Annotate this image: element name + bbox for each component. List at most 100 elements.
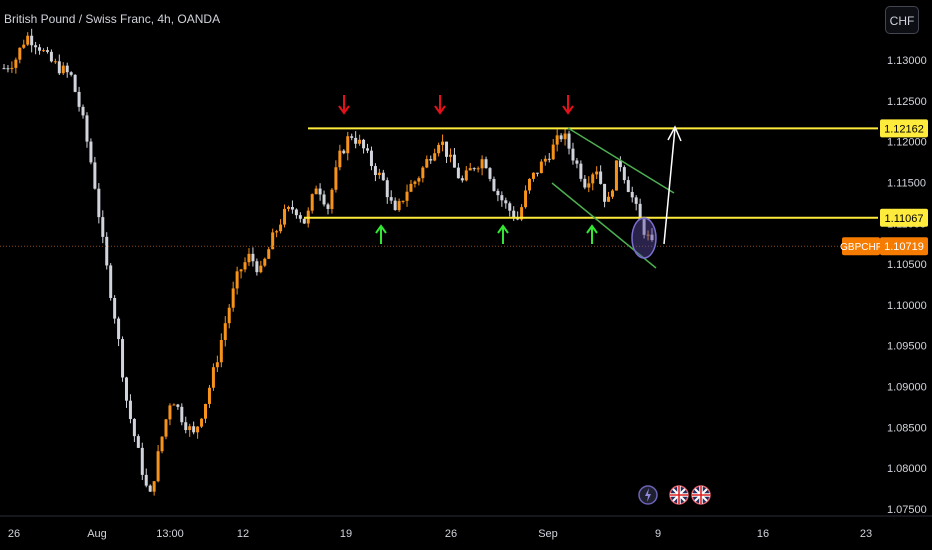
candle-body — [196, 426, 200, 433]
candle-body — [6, 68, 10, 70]
candle-body — [121, 339, 125, 378]
arrow-head — [586, 224, 598, 234]
candle-body — [310, 194, 314, 211]
symbol-title: British Pound / Swiss Franc, 4h, OANDA — [4, 12, 221, 26]
candle-body — [366, 148, 370, 151]
currency-button[interactable]: CHF — [885, 6, 919, 34]
candle-body — [504, 200, 508, 204]
candle-body — [622, 167, 626, 181]
candle-body — [255, 261, 259, 273]
symbol-label: GBPCHF — [840, 242, 882, 253]
candle-body — [354, 137, 358, 144]
candle-body — [472, 168, 476, 170]
arrow-head — [338, 105, 350, 115]
candle-body — [81, 106, 85, 116]
candle-body — [330, 189, 334, 209]
candle-body — [18, 47, 22, 60]
candle-body — [429, 159, 433, 161]
resistance-touch-arrow — [434, 95, 446, 115]
candle-body — [109, 265, 113, 298]
candle-body — [132, 418, 136, 437]
candle-body — [160, 436, 164, 452]
time-tick-label: Aug — [87, 528, 107, 540]
candle-body — [646, 234, 650, 236]
candle-body — [500, 195, 504, 201]
axes: 1.130001.125001.120001.115001.110001.105… — [0, 55, 932, 540]
time-tick-label: 26 — [8, 528, 20, 540]
arrow-head — [667, 125, 682, 142]
candle-body — [298, 215, 302, 219]
candle-body — [42, 50, 46, 52]
candle-body — [587, 183, 591, 188]
candle-body — [555, 135, 559, 145]
candle-body — [152, 481, 156, 492]
candle-body — [634, 197, 638, 204]
candle-body — [338, 150, 342, 168]
price-tick-label: 1.08000 — [887, 463, 927, 475]
candle-body — [105, 236, 109, 266]
candle-body — [148, 485, 152, 492]
candle-body — [117, 318, 121, 340]
candle-body — [14, 59, 18, 68]
candle-body — [559, 135, 563, 140]
candle-body — [200, 418, 204, 427]
candle-body — [445, 141, 449, 157]
candle-body — [251, 253, 255, 262]
candle-body — [441, 141, 445, 145]
candle-body — [322, 194, 326, 205]
candle-body — [215, 362, 219, 368]
arrow-head — [375, 224, 387, 234]
candle-body — [539, 161, 543, 174]
candle-body — [227, 307, 231, 324]
candle-body — [342, 150, 346, 154]
candle-body — [314, 188, 318, 195]
lightning-event-icon — [638, 485, 658, 505]
candle-body — [26, 35, 30, 45]
candle-body — [543, 158, 547, 162]
candle-body — [583, 178, 587, 188]
candle-body — [437, 144, 441, 154]
candle-body — [377, 172, 381, 176]
candle-body — [176, 404, 180, 407]
candle-body — [452, 154, 456, 168]
uk-flag-icon — [669, 485, 689, 505]
candle-body — [10, 67, 14, 69]
resistance-touch-arrow — [338, 95, 350, 115]
candle-body — [456, 167, 460, 179]
candle-body — [528, 178, 532, 191]
time-tick-label: 9 — [655, 528, 661, 540]
candle-body — [263, 258, 267, 266]
time-tick-label: 13:00 — [156, 528, 184, 540]
candle-body — [369, 150, 373, 167]
candle-body — [405, 191, 409, 201]
candle-body — [551, 144, 555, 160]
current-price-tag — [880, 237, 928, 256]
candle-body — [607, 196, 611, 202]
candle-body — [184, 422, 188, 431]
candle-body — [223, 323, 227, 340]
candle-body — [460, 178, 464, 181]
candle-body — [211, 367, 215, 388]
candle-body — [417, 178, 421, 182]
candle-body — [77, 91, 81, 107]
candle-body — [579, 163, 583, 179]
candle-body — [638, 203, 642, 220]
candle-body — [283, 208, 287, 225]
candle-body — [302, 218, 306, 224]
candle-body — [73, 74, 77, 92]
candle-body — [34, 45, 38, 48]
candle-body — [294, 209, 298, 216]
candle-body — [271, 232, 275, 250]
candle-body — [642, 219, 646, 235]
current-price-label: 1.10719 — [884, 241, 924, 253]
candle-body — [49, 51, 53, 62]
channel-upper-line — [567, 127, 675, 194]
candle-body — [235, 271, 239, 289]
candle-body — [243, 262, 247, 270]
candle-body — [53, 61, 57, 63]
price-level-label: 1.12162 — [884, 123, 924, 135]
candle-body — [45, 50, 49, 52]
price-level-tag — [880, 119, 928, 138]
candle-body — [290, 207, 294, 210]
highlight-circle — [631, 217, 657, 259]
